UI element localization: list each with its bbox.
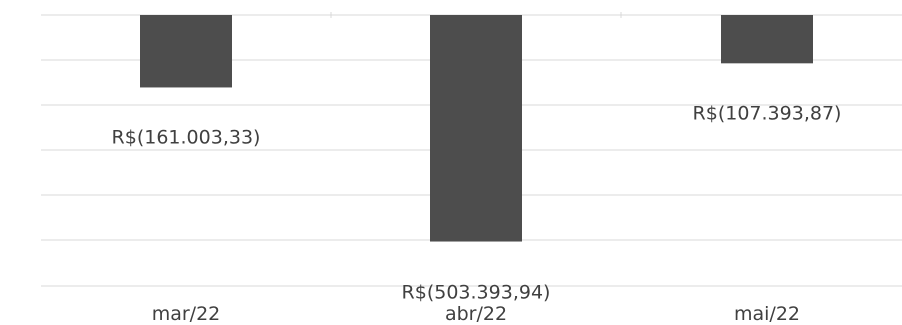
- bar-mai-22: [721, 15, 813, 64]
- category-labels: mar/22 abr/22 mai/22: [152, 303, 800, 325]
- category-label: mai/22: [734, 303, 800, 325]
- bar-mar-22: [140, 15, 232, 88]
- category-label: abr/22: [445, 303, 507, 325]
- data-labels: R$(161.003,33) R$(503.393,94) R$(107.393,8…: [112, 102, 842, 303]
- data-label: R$(503.393,94): [402, 282, 551, 304]
- bar-abr-22: [430, 15, 522, 242]
- bars: [140, 15, 813, 242]
- data-label: R$(107.393,87): [693, 102, 842, 124]
- data-label: R$(161.003,33): [112, 126, 261, 148]
- category-label: mar/22: [152, 303, 221, 325]
